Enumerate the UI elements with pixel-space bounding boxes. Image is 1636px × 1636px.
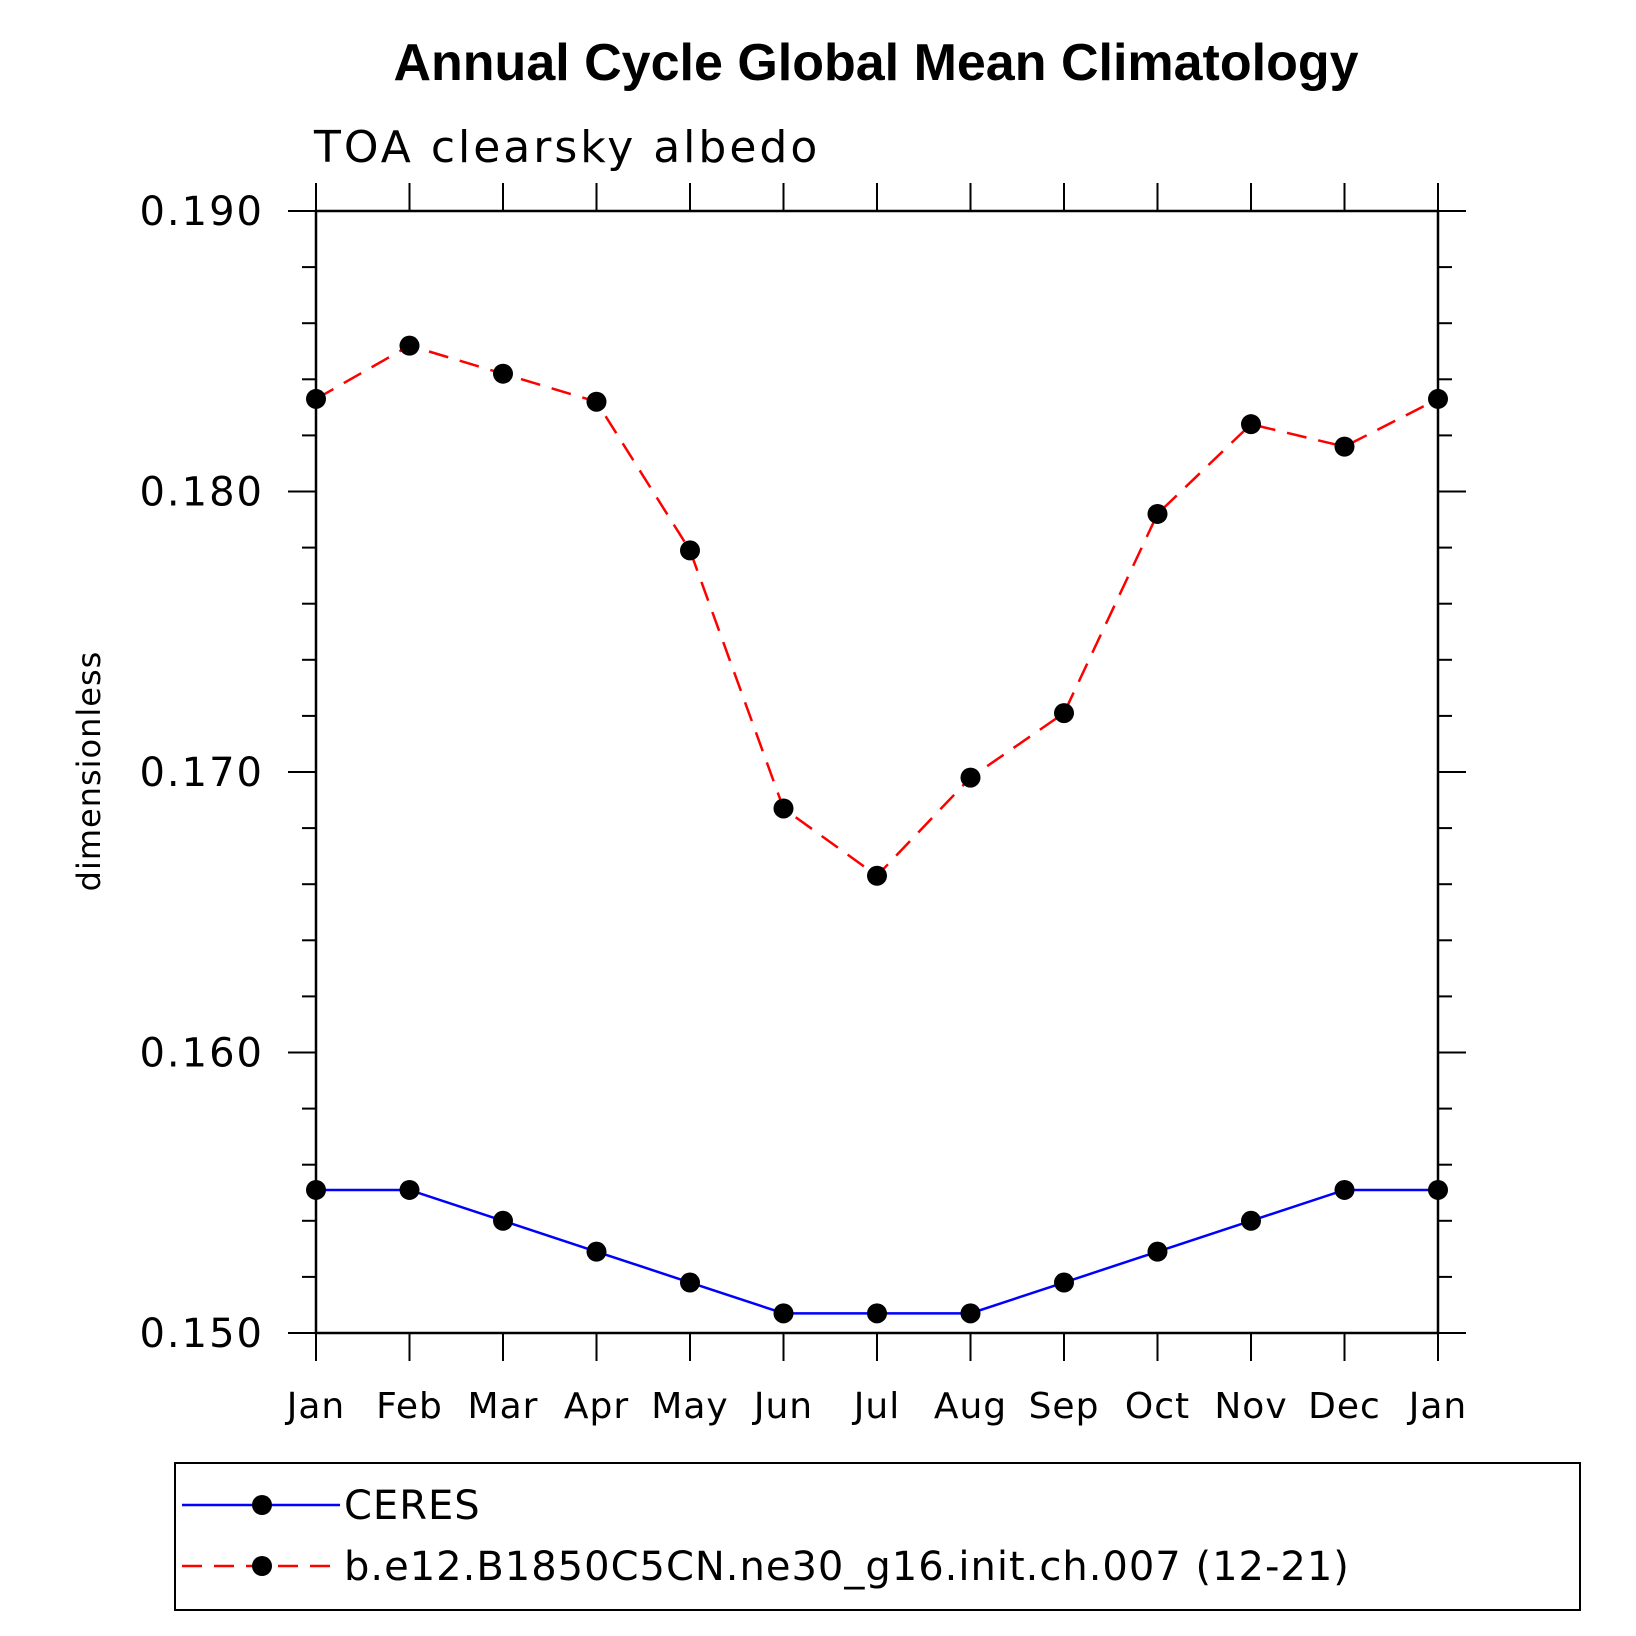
x-tick-label: Dec: [1308, 1386, 1381, 1427]
series-1-point: [867, 865, 887, 886]
series-0-point: [960, 1303, 981, 1324]
series-0-point: [1147, 1241, 1168, 1262]
x-tick-label: Sep: [1029, 1386, 1100, 1427]
series-1-point: [680, 540, 700, 561]
x-ticks: Jan Feb Mar Apr May Jun Jul Aug Sep Oct Nov Dec Jan: [285, 183, 1468, 1427]
series-layer: [306, 335, 1448, 1324]
series-1-point: [586, 391, 607, 412]
y-axis-label: dimensionless: [70, 651, 108, 892]
series-0-point: [1428, 1179, 1448, 1200]
y-ticks: 0.150 0.160 0.170 0.180 0.190: [139, 189, 1466, 1357]
x-tick-label: Nov: [1214, 1386, 1287, 1427]
chart-subtitle: TOA clearsky albedo: [313, 122, 820, 173]
series-0-point: [773, 1303, 794, 1324]
y-tick-label: 0.180: [139, 470, 264, 516]
legend-box: [174, 1462, 1581, 1611]
legend-label-ceres: CERES: [344, 1483, 481, 1529]
x-tick-label: Jan: [1407, 1386, 1468, 1427]
series-0-point: [399, 1179, 420, 1200]
legend-marker-ceres: [252, 1495, 272, 1515]
series-0-point: [306, 1179, 326, 1200]
series-line-1: [315, 344, 1439, 878]
series-0-point: [586, 1241, 607, 1262]
series-0-point: [1054, 1272, 1074, 1293]
series-1-point: [1334, 436, 1355, 457]
series-0-point: [493, 1210, 513, 1231]
legend-label-model: b.e12.B1850C5CN.ne30_g16.init.ch.007 (12…: [344, 1544, 1350, 1590]
series-0-point: [867, 1303, 887, 1324]
series-1-point: [306, 388, 326, 409]
series-1-point: [1054, 703, 1074, 724]
series-1-point: [1147, 503, 1168, 524]
x-tick-label: May: [651, 1386, 728, 1427]
x-tick-label: Aug: [934, 1386, 1007, 1427]
y-tick-label: 0.190: [139, 189, 264, 235]
y-tick-label: 0.160: [139, 1031, 264, 1077]
y-tick-label: 0.170: [139, 750, 264, 796]
series-1-point: [399, 335, 420, 356]
legend-marker-model: [252, 1556, 272, 1576]
series-0-point: [1334, 1179, 1355, 1200]
series-1-point: [1241, 414, 1261, 435]
series-0-point: [1241, 1210, 1261, 1231]
legend: CERES b.e12.B1850C5CN.ne30_g16.init.ch.0…: [174, 1462, 1581, 1611]
x-tick-label: Apr: [564, 1386, 629, 1427]
x-tick-label: Jan: [285, 1386, 346, 1427]
plot-frame: [314, 209, 1440, 1335]
series-1-point: [493, 363, 513, 384]
x-tick-label: Jun: [752, 1386, 813, 1427]
x-tick-label: Mar: [468, 1386, 539, 1427]
x-tick-label: Oct: [1125, 1386, 1190, 1427]
y-tick-label: 0.150: [139, 1311, 264, 1357]
chart-title: Annual Cycle Global Mean Climatology: [393, 34, 1358, 92]
x-tick-label: Jul: [852, 1386, 900, 1427]
series-1-point: [1428, 388, 1448, 409]
series-1-point: [960, 767, 981, 788]
series-line-0: [316, 1188, 1438, 1315]
x-tick-label: Feb: [376, 1386, 443, 1427]
series-1-point: [773, 798, 794, 819]
series-0-point: [680, 1272, 700, 1293]
